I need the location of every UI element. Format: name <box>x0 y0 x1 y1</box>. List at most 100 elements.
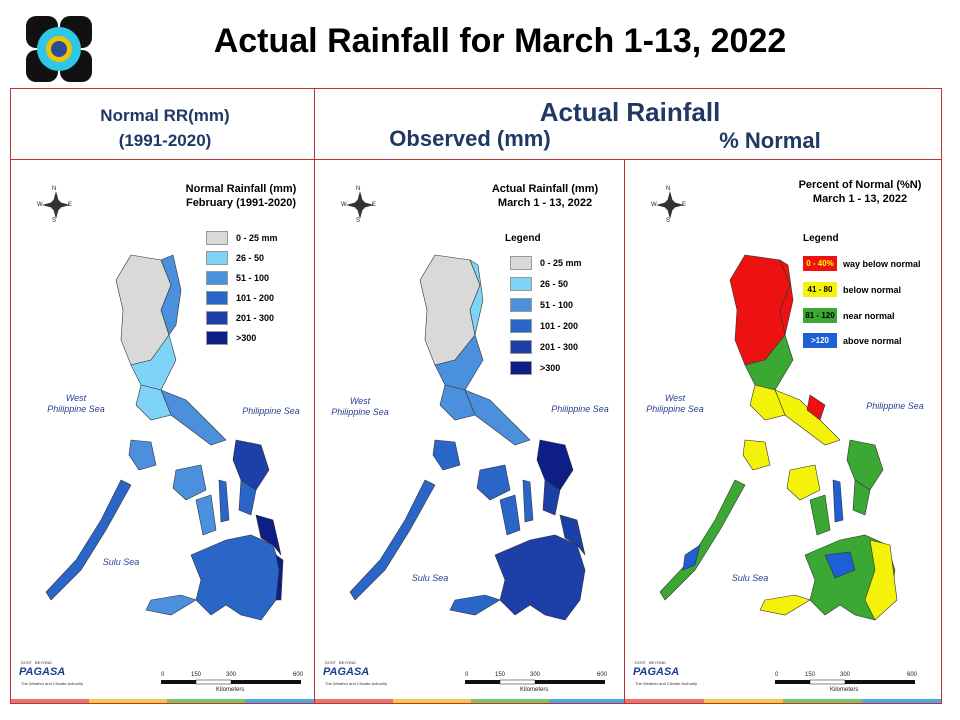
legend-swatch <box>206 230 228 245</box>
compass-s: S <box>356 218 361 224</box>
brand-name: PAGASA <box>19 666 66 678</box>
pagasa-logo <box>26 16 92 82</box>
compass-s: S <box>666 218 671 224</box>
brand-dost: DOST <box>325 660 337 665</box>
legend-row: >120 above normal <box>803 333 902 348</box>
brand-beyond: BEYOND <box>649 660 666 665</box>
sea-label-east: Philippine Sea <box>242 406 300 416</box>
legend-swatch <box>510 360 532 375</box>
footer-band <box>89 699 167 703</box>
footer-band <box>704 699 783 703</box>
sea-label-west: West Philippine Sea <box>646 393 704 414</box>
sea-label-sulu: Sulu Sea <box>102 557 140 567</box>
observed-map-title-1: Actual Rainfall (mm) <box>491 183 599 195</box>
observed-map-title-2: March 1 - 13, 2022 <box>497 197 593 209</box>
scale-tick: 150 <box>805 672 816 678</box>
sea-label-sulu: Sulu Sea <box>731 573 769 583</box>
legend-swatch <box>510 276 532 291</box>
legend-row: 41 - 80 below normal <box>803 282 901 297</box>
footer-band <box>315 699 393 703</box>
normal-header-line2: (1991-2020) <box>118 131 212 150</box>
legend-swatch: 41 - 80 <box>803 282 837 297</box>
brand-beyond: BEYOND <box>35 660 52 665</box>
brand-name: PAGASA <box>633 666 680 678</box>
percent-map-title-1: Percent of Normal (%N) <box>798 179 922 191</box>
page-title: Actual Rainfall for March 1-13, 2022 <box>213 22 787 60</box>
legend-swatch <box>510 318 532 333</box>
normal-map <box>42 191 301 685</box>
scale-tick: 600 <box>907 672 918 678</box>
scale-tick: 600 <box>597 672 608 678</box>
scale-tick: 300 <box>530 672 541 678</box>
legend-row: 101 - 200 <box>206 290 274 305</box>
compass-w: W <box>341 202 347 208</box>
legend-swatch: 81 - 120 <box>803 308 837 323</box>
observed-header: Observed (mm) <box>389 126 551 151</box>
legend-row: >300 <box>206 330 256 345</box>
panel-divider-1 <box>314 88 315 704</box>
compass-e: E <box>682 202 687 208</box>
scale-tick: 150 <box>191 672 202 678</box>
legend-row: 51 - 100 <box>206 270 269 285</box>
sea-label-east: Philippine Sea <box>551 404 609 414</box>
compass-rose-icon <box>42 191 70 219</box>
legend-swatch <box>510 339 532 354</box>
percent-normal-header: % Normal <box>719 128 821 153</box>
normal-map-title-2: February (1991-2020) <box>185 197 297 209</box>
legend-row: 51 - 100 <box>510 297 573 312</box>
compass-w: W <box>651 202 657 208</box>
sea-label-west: West Philippine Sea <box>331 396 389 417</box>
compass-n: N <box>52 186 57 192</box>
legend-row: 201 - 300 <box>510 339 578 354</box>
observed-map <box>346 191 605 685</box>
footer-band <box>625 699 704 703</box>
footer-band <box>245 699 314 703</box>
footer-band <box>11 699 89 703</box>
scale-unit: Kilometers <box>216 687 245 693</box>
sea-label-east: Philippine Sea <box>866 401 924 411</box>
brand-tagline: The Weather and Climate Authority <box>21 681 84 686</box>
legend-swatch <box>206 250 228 265</box>
sea-label-sulu: Sulu Sea <box>411 573 449 583</box>
footer-band <box>167 699 245 703</box>
scale-tick: 150 <box>495 672 506 678</box>
panel-divider-2 <box>624 159 625 704</box>
compass-rose-icon <box>346 191 374 219</box>
brand-dost: DOST <box>21 660 33 665</box>
legend-swatch <box>206 290 228 305</box>
percent-map <box>656 191 915 685</box>
compass-s: S <box>52 218 57 224</box>
legend-row: 0 - 25 mm <box>510 255 582 270</box>
scale-tick: 300 <box>226 672 237 678</box>
scale-tick: 0 <box>465 672 469 678</box>
legend-row: 201 - 300 <box>206 310 274 325</box>
compass-n: N <box>356 186 361 192</box>
legend-row: 81 - 120 near normal <box>803 308 895 323</box>
scale-tick: 300 <box>840 672 851 678</box>
header-divider <box>10 159 942 160</box>
footer-band <box>862 699 941 703</box>
sea-label-west: West Philippine Sea <box>47 393 105 414</box>
footer-band <box>783 699 862 703</box>
observed-legend-heading: Legend <box>505 233 541 244</box>
scale-tick: 0 <box>775 672 779 678</box>
footer-band <box>471 699 549 703</box>
observed-panel: N S E W Actual Rainfall (mm) March 1 - 1… <box>315 160 624 704</box>
legend-swatch <box>206 310 228 325</box>
percent-legend-heading: Legend <box>803 233 839 244</box>
legend-swatch <box>510 297 532 312</box>
legend-swatch <box>510 255 532 270</box>
actual-rainfall-header: Actual Rainfall <box>539 97 721 127</box>
map-frame <box>10 88 942 704</box>
scale-unit: Kilometers <box>830 687 859 693</box>
legend-row: 0 - 40% way below normal <box>803 256 921 271</box>
legend-swatch <box>206 330 228 345</box>
percent-panel: N S E W Percent of Normal (%N) March 1 -… <box>625 160 941 704</box>
legend-row: 0 - 25 mm <box>206 230 278 245</box>
brand-name: PAGASA <box>323 666 370 678</box>
brand-beyond: BEYOND <box>339 660 356 665</box>
brand-tagline: The Weather and Climate Authority <box>325 681 388 686</box>
brand-tagline: The Weather and Climate Authority <box>635 681 698 686</box>
legend-swatch: 0 - 40% <box>803 256 837 271</box>
footer-band <box>393 699 471 703</box>
